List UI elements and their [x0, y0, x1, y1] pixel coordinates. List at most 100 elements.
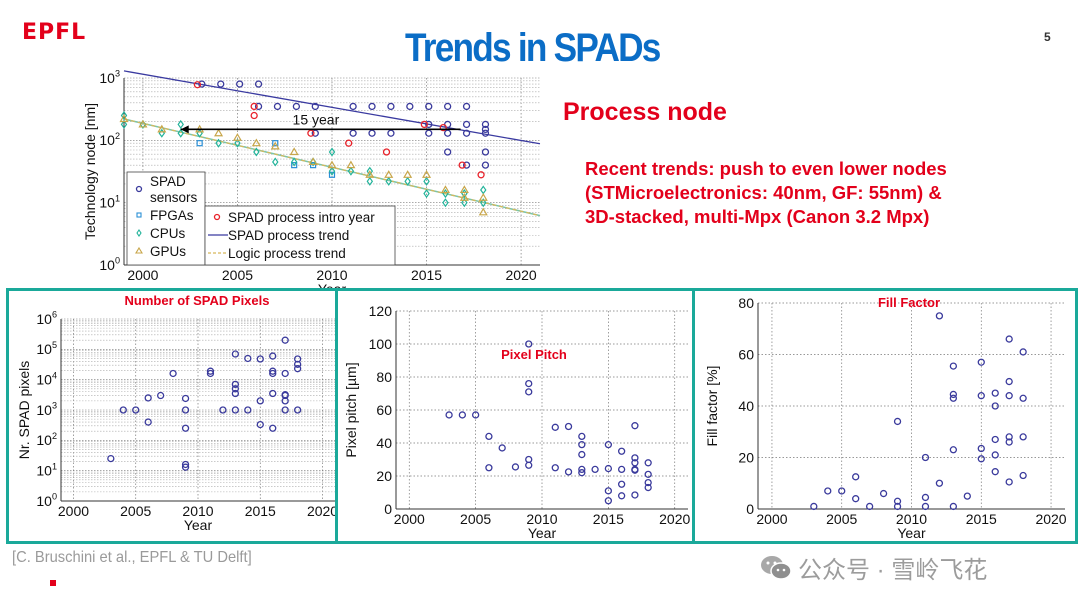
y-axis-label: Nr. SPAD pixels — [16, 361, 32, 460]
spad-sensor-point — [292, 102, 301, 111]
cpu-point — [120, 119, 128, 129]
gpu-point — [403, 170, 413, 178]
data-point — [838, 487, 846, 495]
spad-sensor-point — [425, 102, 433, 111]
data-point — [564, 468, 573, 476]
fill-factor-panel: 2000 2005 2010 2015 2020 0 20 40 60 80 Year Fill fa… — [692, 288, 1078, 544]
spad-intro-point — [193, 81, 202, 89]
data-point — [644, 483, 652, 492]
cpu-point — [366, 176, 374, 186]
citation: [C. Bruschini et al., EPFL & TU Delft] — [12, 549, 252, 566]
spad-intro-point — [250, 102, 258, 111]
y-tick-label: 103 — [99, 69, 120, 86]
x-tick-label: 2000 — [394, 511, 425, 527]
data-point — [181, 424, 190, 432]
legend-box — [204, 205, 396, 266]
data-point — [617, 480, 626, 488]
data-point — [169, 369, 177, 378]
legend-label: FPGAs — [150, 208, 194, 223]
cpu-point — [480, 198, 487, 208]
data-point — [281, 336, 289, 344]
data-point — [1005, 377, 1013, 386]
data-point — [893, 497, 902, 505]
data-point — [181, 460, 190, 469]
cpu-point — [177, 128, 184, 138]
legend-label: CPUs — [150, 226, 186, 241]
legend-label: sensors — [150, 190, 198, 205]
x-tick-label: 2005 — [826, 511, 857, 527]
legend-label: SPAD process intro year — [228, 210, 375, 225]
data-point — [578, 450, 586, 459]
data-point — [256, 397, 264, 405]
process-node-heading: Process node — [563, 98, 727, 126]
y-axis-label: Pixel pitch [µm] — [343, 362, 359, 457]
spad-sensor-point — [349, 102, 357, 111]
data-point — [293, 355, 302, 363]
data-point — [921, 502, 930, 511]
data-point — [631, 454, 639, 462]
y-tick-label: 106 — [36, 310, 57, 327]
data-point — [1019, 471, 1027, 480]
data-point — [206, 367, 215, 375]
gpu-point — [157, 124, 167, 133]
spad-sensor-point — [368, 129, 376, 137]
spad-sensor-point — [349, 129, 357, 137]
data-point — [644, 478, 652, 487]
spad-intro-point — [382, 148, 391, 156]
data-point — [107, 454, 115, 463]
gpu-point — [232, 133, 242, 141]
data-point — [256, 420, 264, 429]
spad-pixels-chart: 2000 2005 2010 2015 2020 100 101 102 103 104 105 10… — [16, 293, 338, 533]
data-point — [181, 394, 190, 403]
data-point — [1005, 478, 1013, 486]
y-tick-label: 101 — [36, 461, 57, 478]
data-point — [1005, 392, 1013, 400]
y-axis-label: Technology node [nm] — [82, 103, 98, 240]
gpu-point — [270, 141, 280, 150]
gpu-point — [422, 170, 432, 178]
data-point — [1019, 433, 1027, 441]
x-tick-label: 2010 — [526, 511, 557, 527]
cpu-point — [120, 110, 128, 121]
data-point — [1019, 348, 1027, 356]
spad-sensor-point — [444, 129, 452, 137]
cpu-point — [423, 189, 430, 199]
gpu-point — [289, 147, 299, 156]
data-point — [879, 489, 888, 498]
legend-label: Logic process trend — [228, 246, 346, 261]
gpu-point — [365, 170, 375, 178]
data-point — [991, 389, 999, 397]
cpu-point — [404, 176, 411, 186]
gpu-point — [138, 119, 148, 128]
spad-sensor-point — [444, 148, 452, 156]
x-tick-label: 2000 — [756, 511, 787, 527]
data-point — [231, 385, 240, 393]
y-tick-label: 20 — [376, 468, 392, 484]
x-tick-label: 2010 — [182, 503, 213, 519]
spad-sensor-point — [406, 102, 414, 111]
data-point — [1005, 433, 1013, 441]
data-point — [119, 406, 127, 414]
legend-label: SPAD process trend — [228, 228, 349, 243]
data-point — [604, 487, 613, 495]
x-tick-label: 2010 — [316, 267, 347, 283]
spad-intro-point — [439, 123, 447, 132]
spad-sensor-point — [481, 125, 490, 134]
y-tick-label: 102 — [36, 431, 57, 448]
x-tick-label: 2020 — [1035, 511, 1066, 527]
data-point — [852, 495, 860, 503]
gpu-point — [308, 157, 318, 166]
data-point — [525, 455, 533, 464]
epfl-logo: EPFL — [22, 20, 87, 45]
data-point — [144, 418, 152, 426]
y-tick-label: 105 — [36, 340, 57, 357]
gpu-point — [251, 138, 261, 147]
data-point — [498, 444, 506, 452]
page-number: 5 — [1044, 30, 1051, 44]
data-point — [269, 424, 277, 432]
spad-sensor-point — [311, 102, 319, 111]
pixel-pitch-chart: 2000 2005 2010 2015 2020 0 20 40 60 80 100 120 Year P… — [343, 303, 691, 541]
fpga-point — [196, 140, 203, 147]
data-point — [977, 358, 985, 366]
data-point — [991, 435, 999, 444]
